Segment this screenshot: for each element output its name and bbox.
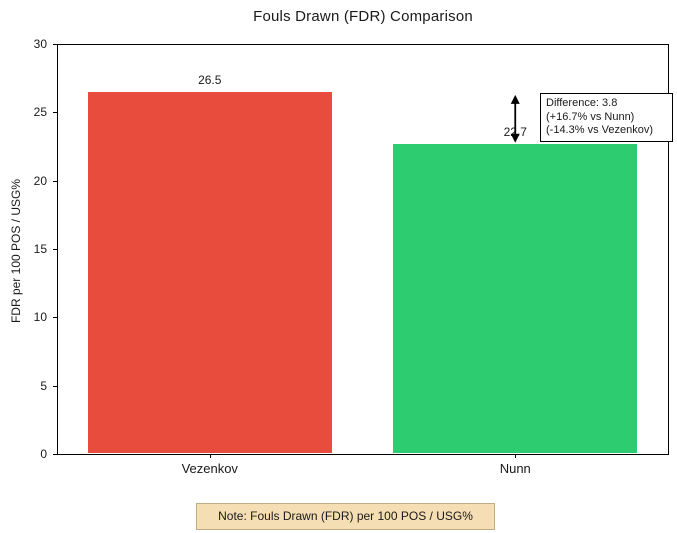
chart-title: Fouls Drawn (FDR) Comparison bbox=[253, 8, 473, 25]
y-tick-mark bbox=[53, 180, 57, 182]
y-tick-mark bbox=[53, 454, 57, 455]
bar-nunn bbox=[393, 143, 638, 453]
y-tick-label: 25 bbox=[33, 105, 47, 120]
x-tick-label-nunn: Nunn bbox=[499, 461, 531, 476]
annotation-line-vs-vezenkov: (-14.3% vs Vezenkov) bbox=[546, 124, 653, 136]
y-tick-label: 30 bbox=[33, 37, 47, 51]
y-tick-mark bbox=[53, 112, 57, 114]
annotation-line-vs-nunn: (+16.7% vs Nunn) bbox=[546, 110, 635, 123]
y-tick-label: 5 bbox=[40, 378, 47, 393]
bar-vezenkov bbox=[87, 91, 332, 453]
difference-annotation: Difference: 3.8 (+16.7% vs Nunn) (-14.3%… bbox=[540, 93, 673, 142]
y-tick-label: 10 bbox=[33, 310, 47, 325]
y-tick-mark bbox=[53, 317, 57, 319]
x-tick-mark bbox=[209, 454, 211, 458]
y-tick-mark bbox=[53, 385, 57, 387]
x-tick-mark bbox=[515, 454, 517, 458]
note-box: Note: Fouls Drawn (FDR) per 100 POS / US… bbox=[196, 503, 495, 530]
y-tick-label: 15 bbox=[33, 242, 47, 256]
y-tick-mark bbox=[53, 44, 57, 45]
y-tick-label: 20 bbox=[33, 173, 47, 188]
annotation-line-difference: Difference: 3.8 bbox=[546, 97, 618, 109]
bar-value-label-vezenkov: 26.5 bbox=[198, 72, 222, 87]
y-tick-mark bbox=[53, 249, 57, 250]
y-tick-label: 0 bbox=[40, 447, 47, 461]
x-tick-label-vezenkov: Vezenkov bbox=[181, 461, 238, 476]
